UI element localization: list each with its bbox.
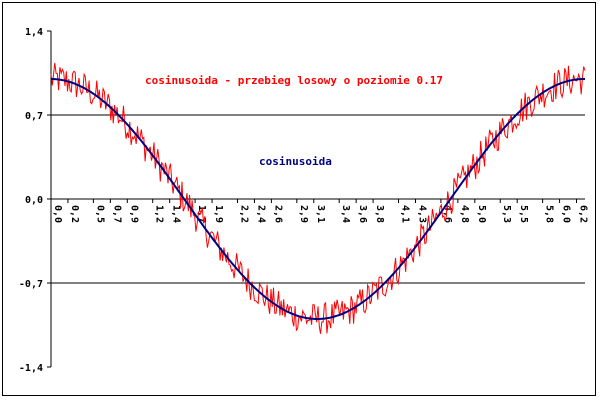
x-tick-label: 3,6: [357, 205, 368, 223]
x-tick-label: 1,7: [196, 205, 207, 223]
x-tick-label: 4,6: [442, 205, 453, 223]
x-tick-label: 0,5: [94, 205, 105, 223]
x-tick-label: 0,2: [69, 205, 80, 223]
x-tick-label: 0,9: [128, 205, 139, 223]
series-noisy-line: [50, 62, 586, 334]
x-tick-label: 2,4: [255, 205, 266, 223]
x-tick-label: 5,5: [518, 205, 529, 223]
x-tick-label: 5,3: [501, 205, 512, 223]
x-tick-label: 4,3: [416, 205, 427, 223]
x-tick-label: 2,2: [238, 205, 249, 223]
x-tick-label: 0,0: [52, 205, 63, 223]
y-tick-label: -1,4: [19, 363, 43, 374]
x-tick-label: 3,1: [315, 205, 326, 223]
x-tick-label: 3,8: [374, 205, 385, 223]
annotation-noisy-series: cosinusoida - przebieg losowy o poziomie…: [145, 74, 443, 87]
x-tick-label: 1,9: [213, 205, 224, 223]
x-tick-label: 0,7: [111, 205, 122, 223]
x-tick-label: 1,2: [154, 205, 165, 223]
series-cosine-line: [51, 78, 585, 320]
x-tick-label: 5,0: [476, 205, 487, 223]
annotation-cosine-series: cosinusoida: [259, 155, 332, 168]
x-tick-label: 4,8: [459, 205, 470, 223]
y-tick-label: 0,7: [25, 111, 43, 122]
series-group: [50, 62, 586, 334]
y-tick-label: 1,4: [25, 27, 43, 38]
gridlines: [51, 114, 585, 284]
y-tick-label: 0,0: [25, 195, 43, 206]
x-tick-label: 1,4: [171, 205, 182, 223]
x-tick-label: 4,1: [400, 205, 411, 223]
x-tick-label: 3,4: [340, 205, 351, 223]
x-tick-label: 2,9: [298, 205, 309, 223]
x-tick-labels: 0,0 0,2 0,5 0,7 0,9 1,2 1,4 1,7 1,9 2,2 2,4 2,6 2,9 3…: [50, 199, 589, 223]
y-tick-label: -0,7: [19, 279, 43, 290]
x-tick-label: 2,6: [272, 205, 283, 223]
x-tick-label: 6,0: [561, 205, 572, 223]
x-tick-label: 5,8: [544, 205, 555, 223]
x-tick-label: 6,2: [578, 205, 589, 223]
y-tick-labels: 1,4 0,7 0,0 -0,7 -1,4: [19, 27, 51, 374]
